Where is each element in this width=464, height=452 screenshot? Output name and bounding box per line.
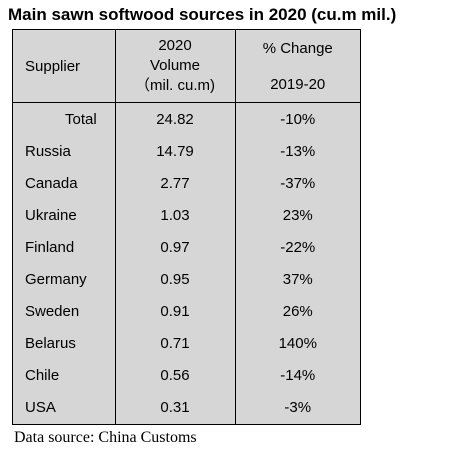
table-row: Ukraine 1.03 23%: [13, 199, 360, 232]
volume-cell: 2.77: [115, 167, 236, 200]
change-cell: -10%: [280, 110, 316, 128]
change-cell: -3%: [284, 399, 312, 417]
supplier-cell: Sweden: [13, 295, 116, 328]
header-row: Supplier 2020 Volume （mil. cu.m) % Chang…: [13, 30, 360, 103]
header-change: % Change 2019-20: [235, 30, 360, 103]
supplier-cell: Finland: [13, 231, 116, 264]
table-row: Finland 0.97 -22%: [13, 231, 360, 264]
volume-cell: 1.03: [115, 199, 236, 232]
volume-cell: 24.82: [115, 102, 236, 136]
change-cell: 23%: [282, 206, 313, 224]
volume-cell: 0.71: [115, 327, 236, 360]
supplier-cell: Total: [13, 102, 116, 136]
header-volume-year: 2020: [158, 37, 192, 54]
table-row: Germany 0.95 37%: [13, 263, 360, 296]
supplier-cell: Belarus: [13, 327, 116, 360]
volume-cell: 0.56: [115, 359, 236, 392]
supplier-cell: Canada: [13, 167, 116, 200]
supplier-cell: Russia: [13, 135, 116, 168]
volume-cell: 0.31: [115, 391, 236, 424]
volume-cell: 0.97: [115, 231, 236, 264]
change-cell: -22%: [280, 238, 316, 256]
supplier-cell: Germany: [13, 263, 116, 296]
volume-cell: 0.95: [115, 263, 236, 296]
header-volume-label: Volume: [149, 57, 201, 74]
sawn-softwood-table: Supplier 2020 Volume （mil. cu.m) % Chang…: [12, 29, 361, 425]
volume-cell: 14.79: [115, 135, 236, 168]
header-volume-unit: （mil. cu.m): [135, 77, 215, 94]
header-supplier: Supplier: [13, 30, 116, 103]
table-row: Belarus 0.71 140%: [13, 327, 360, 360]
change-cell: 37%: [282, 271, 313, 289]
header-change-label: % Change: [262, 40, 333, 57]
table-row: Sweden 0.91 26%: [13, 295, 360, 328]
table-row: Canada 2.77 -37%: [13, 167, 360, 200]
data-source-note: Data source: China Customs: [14, 429, 197, 446]
volume-cell: 0.91: [115, 295, 236, 328]
data-table: Supplier 2020 Volume （mil. cu.m) % Chang…: [13, 30, 360, 424]
change-cell: 140%: [278, 335, 317, 353]
table-row: USA 0.31 -3%: [13, 391, 360, 424]
change-cell: -14%: [280, 367, 316, 385]
change-cell: -37%: [280, 174, 316, 192]
supplier-cell: Chile: [13, 359, 116, 392]
table-title: Main sawn softwood sources in 2020 (cu.m…: [8, 5, 397, 24]
change-cell: 26%: [282, 303, 313, 321]
supplier-cell: Ukraine: [13, 199, 116, 232]
table-row: Chile 0.56 -14%: [13, 359, 360, 392]
table-row-total: Total 24.82 -10%: [13, 102, 360, 136]
change-cell: -13%: [280, 142, 316, 160]
header-change-period: 2019-20: [270, 76, 326, 93]
header-volume: 2020 Volume （mil. cu.m): [115, 30, 236, 103]
supplier-cell: USA: [13, 391, 116, 424]
table-row: Russia 14.79 -13%: [13, 135, 360, 168]
